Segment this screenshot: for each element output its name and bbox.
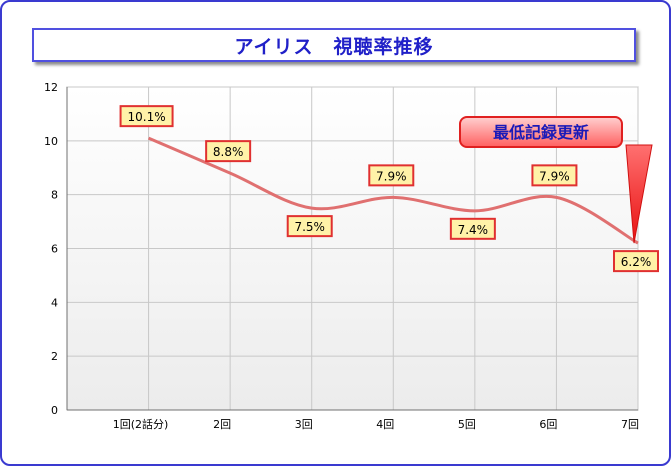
data-label-box [531, 164, 578, 187]
y-tick-label: 12 [44, 81, 58, 94]
callout-label: 最低記録更新 [493, 123, 589, 142]
x-tick-label: 7回 [621, 418, 639, 431]
y-tick-label: 0 [51, 404, 58, 417]
y-tick-label: 8 [51, 189, 58, 202]
data-label-box [119, 105, 174, 128]
data-label: 10.1% [128, 110, 166, 124]
callout-pointer [625, 144, 653, 244]
data-label-box [449, 217, 496, 240]
series-line [147, 136, 639, 245]
data-label: 7.5% [294, 220, 325, 234]
data-label: 7.9% [539, 169, 570, 183]
data-label: 7.9% [376, 169, 407, 183]
data-label: 8.8% [213, 145, 244, 159]
x-tick-label: 1回(2話分) [113, 417, 169, 431]
x-tick-label: 5回 [458, 418, 476, 431]
y-tick-label: 2 [51, 350, 58, 363]
data-label-box [286, 215, 333, 238]
x-tick-label: 6回 [539, 418, 557, 431]
x-tick-label: 2回 [213, 418, 231, 431]
x-tick-label: 3回 [295, 418, 313, 431]
y-tick-label: 4 [51, 296, 58, 309]
callout-box [459, 116, 623, 148]
x-tick-label: 4回 [376, 418, 394, 431]
plot-area: 0 2 4 6 8 10 12 1回(2話分) 2回 3回 4回 5回 6回 7回 10.1% 8.8% 7.5… [44, 81, 659, 431]
data-label: 7.4% [458, 223, 489, 237]
y-tick-label: 6 [51, 243, 58, 256]
chart-title: アイリス 視聴率推移 [32, 28, 636, 62]
data-label-box [368, 164, 415, 187]
data-label-box [613, 250, 659, 273]
y-tick-label: 10 [44, 135, 58, 148]
data-label: 6.2% [621, 255, 652, 269]
data-label-box [205, 140, 252, 163]
